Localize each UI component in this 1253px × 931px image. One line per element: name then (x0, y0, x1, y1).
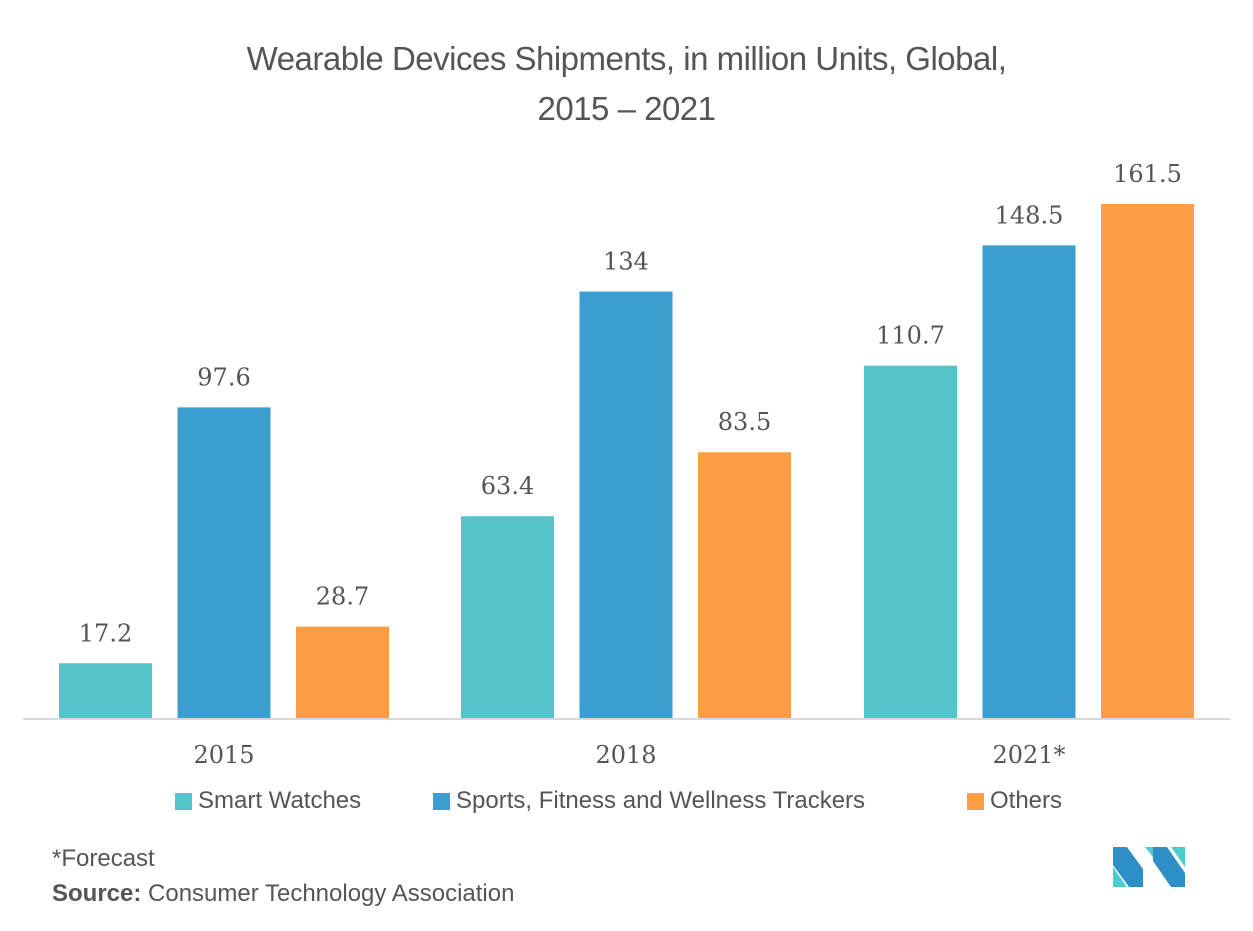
source-text: Consumer Technology Association (141, 880, 515, 907)
legend-label: Smart Watches (198, 787, 362, 814)
data-label: 83.5 (718, 408, 771, 436)
bar (296, 626, 389, 718)
chart-legend: Smart Watches Sports, Fitness and Wellnes… (0, 787, 1253, 821)
data-label: 110.7 (876, 322, 945, 350)
legend-swatch (433, 792, 450, 810)
legend-item: Smart Watches (175, 787, 361, 815)
legend-swatch (175, 792, 192, 810)
x-tick-label: 2018 (595, 741, 656, 769)
data-label: 97.6 (197, 363, 250, 391)
bar (698, 452, 791, 718)
source-line: Source: Consumer Technology Association (52, 880, 514, 908)
legend-label: Others (990, 787, 1063, 814)
bar (579, 291, 673, 718)
data-label: 17.2 (79, 619, 132, 647)
legend-label: Sports, Fitness and Wellness Trackers (456, 787, 866, 814)
chart-title: Wearable Devices Shipments, in million U… (0, 34, 1253, 134)
data-label: 28.7 (316, 583, 369, 611)
data-label: 134 (603, 248, 649, 276)
bar (59, 663, 152, 718)
mordor-intelligence-logo-icon (1113, 847, 1185, 887)
bar (982, 245, 1076, 718)
bar (177, 407, 271, 718)
x-tick-label: 2015 (193, 741, 254, 769)
forecast-note: *Forecast (52, 845, 155, 872)
bar (461, 516, 554, 718)
legend-swatch (967, 792, 984, 810)
chart-title-line2: 2015 – 2021 (537, 90, 716, 127)
chart-title-line1: Wearable Devices Shipments, in million U… (246, 40, 1007, 77)
data-label: 148.5 (995, 201, 1064, 229)
data-label: 63.4 (481, 472, 534, 500)
source-label: Source: (52, 880, 142, 907)
bar (1101, 204, 1194, 718)
legend-item: Sports, Fitness and Wellness Trackers (433, 787, 865, 815)
x-tick-label: 2021* (992, 741, 1065, 769)
bar-chart: 17.2 97.6 28.7 2015 63.4 134 83.5 2018 110.7 148.… (23, 160, 1230, 769)
bar (864, 365, 957, 718)
legend-item: Others (967, 787, 1062, 815)
data-label: 161.5 (1113, 160, 1182, 188)
